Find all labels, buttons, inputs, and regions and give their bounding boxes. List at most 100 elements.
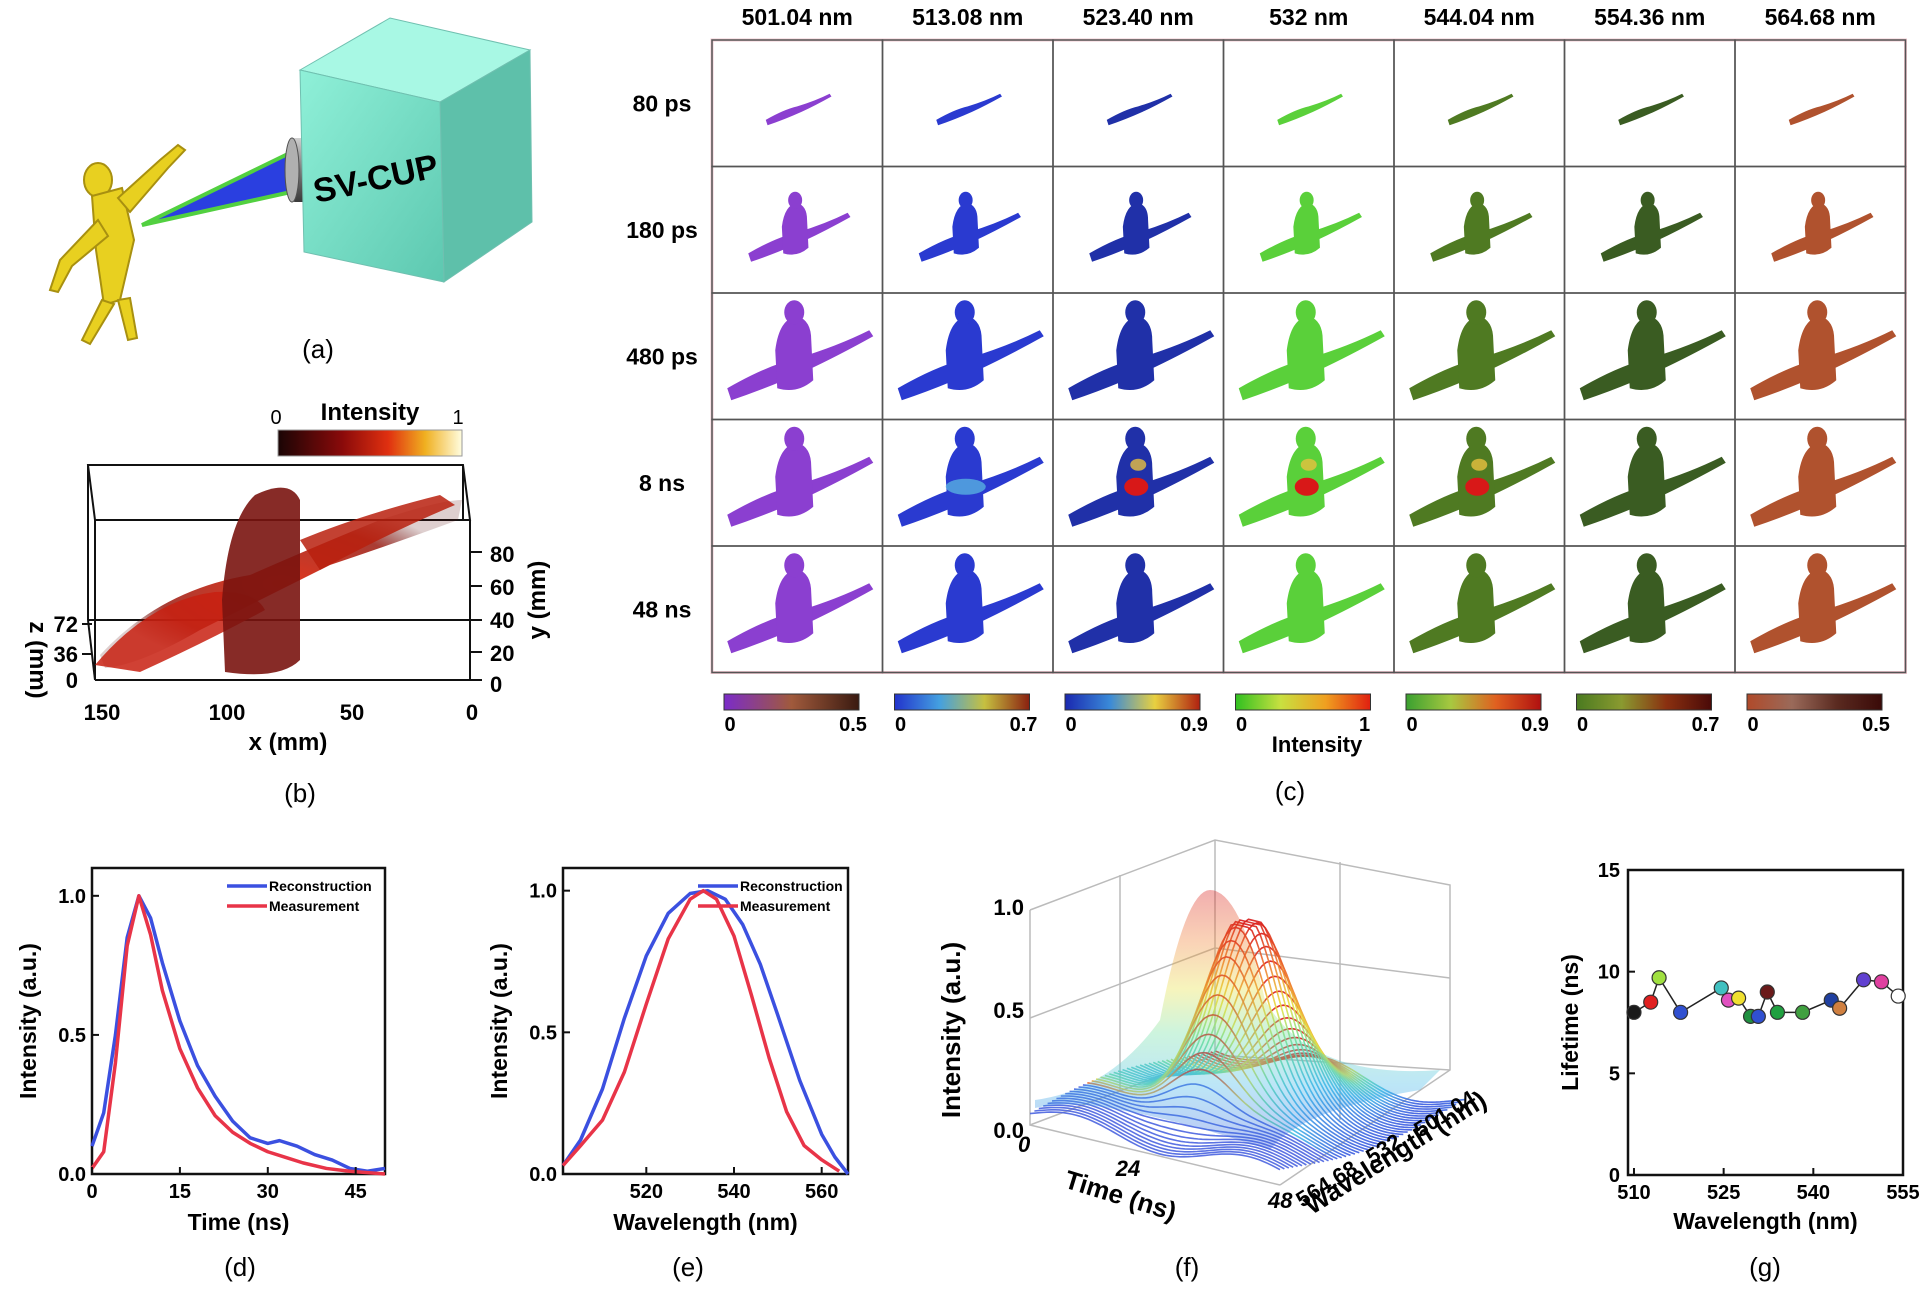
hot-spot — [1465, 477, 1490, 496]
y-tick-label: 0.5 — [58, 1025, 86, 1047]
figure-silhouette — [918, 191, 1021, 262]
silhouette-torso — [1634, 202, 1661, 255]
colorbar-max: 1 — [452, 407, 463, 429]
silhouette-head — [1640, 191, 1655, 209]
figure-silhouette — [1238, 553, 1385, 654]
silhouette-torso — [1122, 202, 1150, 255]
silhouette-head — [1636, 300, 1657, 325]
z-tick: 36 — [54, 642, 78, 667]
z-tick: 72 — [54, 612, 78, 637]
y-tick-label: 0.0 — [58, 1164, 86, 1186]
silhouette-torso — [1627, 316, 1666, 391]
figure-silhouette — [1068, 300, 1215, 401]
panel-a: SV-CUP (a) — [48, 17, 533, 364]
x-tick: 50 — [340, 700, 364, 725]
silhouette-head — [1807, 300, 1828, 325]
wavelength-header: 544.04 nm — [1424, 4, 1535, 30]
reconstructed-volume — [95, 487, 462, 675]
x-tick-label: 555 — [1886, 1182, 1919, 1204]
colorbars: 0 0.5 0 0.7 0 0.9 0 1 0 0.9 0 0.7 0 0.5 — [723, 693, 1890, 736]
series-line-reconstruction — [561, 888, 850, 1176]
silhouette-head — [954, 300, 975, 325]
x-axis-label: Time (ns) — [188, 1209, 290, 1235]
wavelength-header: 501.04 nm — [742, 4, 853, 30]
hot-spot — [1124, 477, 1149, 496]
panel-f-label: (f) — [1175, 1252, 1200, 1282]
grid-cell — [1734, 545, 1907, 674]
figure-silhouette — [1579, 553, 1726, 654]
figure-silhouette — [1106, 93, 1173, 126]
silhouette-head — [1807, 426, 1828, 451]
y-tick-label: 10 — [1598, 962, 1620, 984]
data-point — [1651, 970, 1667, 986]
figure-silhouette — [1089, 191, 1192, 262]
colorbar — [1235, 693, 1371, 711]
colorbar-max: 0.9 — [1180, 714, 1208, 736]
surface-line — [1038, 1106, 1290, 1169]
figure-silhouette — [727, 300, 874, 401]
y-tick: 40 — [490, 608, 514, 633]
silhouette-head — [954, 426, 975, 451]
surface-line — [1029, 1111, 1281, 1171]
legend-label: Reconstruction — [269, 878, 372, 894]
silhouette-head — [1636, 426, 1657, 451]
surface-line — [1043, 1104, 1294, 1168]
figure-silhouette — [1430, 191, 1533, 262]
series-line-reconstruction — [90, 894, 386, 1173]
intensity-surface — [1029, 890, 1466, 1171]
x-tick: 0 — [1018, 1132, 1031, 1157]
silhouette-torso — [1116, 316, 1155, 391]
time-label: 180 ps — [626, 217, 698, 243]
silhouette-head — [788, 191, 803, 209]
surface-fill — [1035, 890, 1440, 1150]
x-tick: 0 — [466, 700, 478, 725]
y-tick-label: 15 — [1598, 860, 1620, 882]
x-tick: 48 — [1267, 1188, 1293, 1213]
silhouette-arms — [1788, 93, 1855, 126]
silhouette-arms — [1106, 93, 1173, 126]
figure-silhouette — [1618, 93, 1684, 126]
wavelength-headers: 501.04 nm 513.08 nm 523.40 nm 532 nm 544.04 … — [742, 4, 1876, 30]
wavelength-header: 513.08 nm — [912, 4, 1023, 30]
image-grid — [710, 38, 1907, 674]
x-tick-label: 510 — [1617, 1182, 1650, 1204]
colorbar — [1064, 693, 1201, 711]
figure-silhouette — [1771, 191, 1874, 262]
wavelength-header: 523.40 nm — [1083, 4, 1194, 30]
figure-silhouette — [936, 93, 1002, 126]
x-axis-label: x (mm) — [249, 729, 328, 756]
data-point — [1750, 1008, 1766, 1025]
figure-silhouette — [897, 553, 1044, 654]
hot-spot — [1471, 458, 1488, 471]
data-point — [1713, 980, 1729, 996]
panel-c: 501.04 nm 513.08 nm 523.40 nm 532 nm 544.04 … — [626, 4, 1907, 806]
silhouette-head — [1125, 553, 1146, 578]
y-tick: 20 — [490, 641, 514, 666]
silhouette-torso — [775, 316, 814, 391]
figure-silhouette — [1238, 300, 1385, 401]
data-point — [1832, 1000, 1848, 1016]
colorbar-max: 1 — [1359, 714, 1370, 736]
colorbar-min: 0 — [1406, 714, 1417, 736]
x-tick-label: 540 — [717, 1181, 750, 1203]
y-tick-label: 1.0 — [58, 886, 86, 908]
panel-b-label: (b) — [284, 778, 316, 808]
silhouette-head — [1125, 426, 1146, 451]
legend-label: Measurement — [269, 898, 360, 914]
data-point — [1626, 1004, 1642, 1020]
z-tick: 0.0 — [993, 1118, 1024, 1143]
silhouette-torso — [1463, 202, 1491, 255]
y-axis-label: Lifetime (ns) — [1557, 954, 1583, 1091]
silhouette-arms — [1618, 93, 1684, 126]
colorbar-min: 0 — [1236, 714, 1247, 736]
silhouette-arms — [1277, 93, 1343, 126]
figure-silhouette — [1238, 426, 1385, 527]
silhouette-torso — [781, 202, 809, 255]
colorbar-min: 0 — [1747, 714, 1758, 736]
x-tick: 24 — [1115, 1156, 1140, 1181]
x-tick-label: 520 — [630, 1181, 663, 1203]
figure-silhouette — [897, 300, 1044, 401]
silhouette-torso — [1627, 442, 1666, 517]
silhouette-head — [784, 426, 805, 451]
y-tick-label: 5 — [1609, 1063, 1620, 1085]
